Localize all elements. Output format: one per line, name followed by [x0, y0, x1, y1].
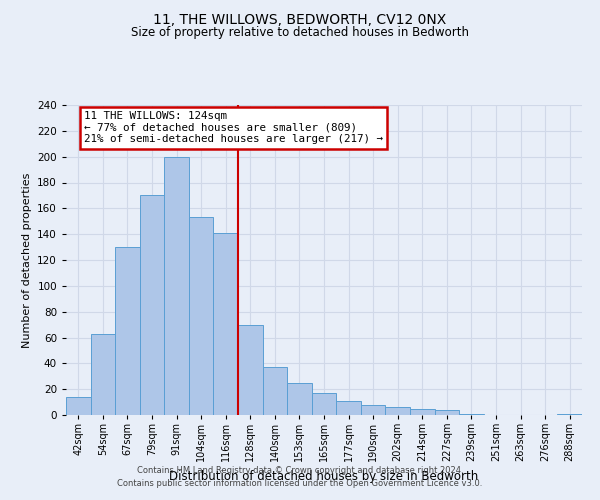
- Bar: [214, 233, 238, 415]
- Bar: [459, 414, 484, 415]
- Bar: [312, 393, 336, 415]
- X-axis label: Distribution of detached houses by size in Bedworth: Distribution of detached houses by size …: [169, 470, 479, 483]
- Bar: [140, 196, 164, 415]
- Bar: [238, 324, 263, 415]
- Bar: [115, 247, 140, 415]
- Text: 11 THE WILLOWS: 124sqm
← 77% of detached houses are smaller (809)
21% of semi-de: 11 THE WILLOWS: 124sqm ← 77% of detached…: [84, 111, 383, 144]
- Bar: [385, 407, 410, 415]
- Text: Contains HM Land Registry data © Crown copyright and database right 2024.
Contai: Contains HM Land Registry data © Crown c…: [118, 466, 482, 487]
- Bar: [263, 367, 287, 415]
- Bar: [287, 382, 312, 415]
- Bar: [164, 156, 189, 415]
- Bar: [336, 401, 361, 415]
- Text: Size of property relative to detached houses in Bedworth: Size of property relative to detached ho…: [131, 26, 469, 39]
- Bar: [91, 334, 115, 415]
- Bar: [434, 410, 459, 415]
- Bar: [410, 408, 434, 415]
- Text: 11, THE WILLOWS, BEDWORTH, CV12 0NX: 11, THE WILLOWS, BEDWORTH, CV12 0NX: [154, 12, 446, 26]
- Bar: [66, 397, 91, 415]
- Bar: [557, 414, 582, 415]
- Bar: [361, 404, 385, 415]
- Bar: [189, 218, 214, 415]
- Y-axis label: Number of detached properties: Number of detached properties: [22, 172, 32, 348]
